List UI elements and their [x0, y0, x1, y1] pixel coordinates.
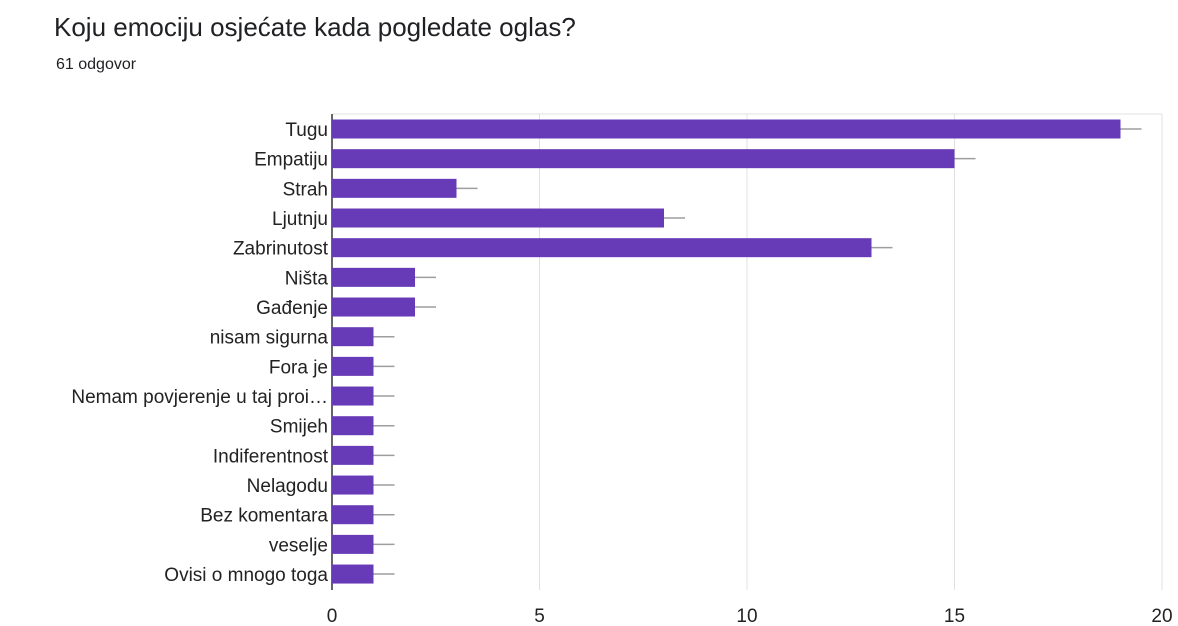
bar — [332, 386, 374, 406]
category-label: Strah — [283, 179, 328, 200]
category-label: nisam sigurna — [210, 328, 329, 349]
category-label: Nelagodu — [247, 476, 328, 497]
response-count: 61 odgovor — [56, 56, 137, 73]
x-tick-label: 10 — [736, 606, 757, 626]
category-label: Tugu — [285, 120, 328, 141]
category-label: Fora je — [269, 357, 328, 378]
bar — [332, 119, 1121, 139]
category-label: Smijeh — [270, 417, 328, 438]
x-tick-label: 15 — [944, 606, 965, 626]
bar — [332, 534, 374, 554]
x-tick-label: 0 — [327, 606, 338, 626]
bar — [332, 445, 374, 465]
bar — [332, 564, 374, 584]
category-label: Ljutnju — [272, 209, 328, 230]
bar — [332, 356, 374, 376]
bar — [332, 416, 374, 436]
x-tick-label: 20 — [1151, 606, 1172, 626]
bar — [332, 297, 415, 317]
bar — [332, 178, 457, 198]
bar — [332, 327, 374, 347]
category-label: Bez komentara — [200, 506, 328, 527]
category-label: Ovisi o mnogo toga — [164, 565, 328, 586]
bar — [332, 149, 955, 169]
x-tick-label: 5 — [534, 606, 545, 626]
bar — [332, 475, 374, 495]
category-label: Indiferentnost — [213, 446, 329, 467]
bar — [332, 208, 664, 228]
category-label: Gađenje — [256, 298, 328, 319]
bar — [332, 238, 872, 258]
category-label: Ništa — [285, 268, 329, 289]
chart-title: Koju emociju osjećate kada pogledate ogl… — [54, 12, 576, 42]
category-label: Zabrinutost — [233, 239, 329, 260]
category-label: Nemam povjerenje u taj proi… — [71, 387, 328, 408]
category-label: veselje — [269, 535, 328, 556]
bar — [332, 505, 374, 525]
bar — [332, 267, 415, 287]
category-label: Empatiju — [254, 150, 328, 171]
